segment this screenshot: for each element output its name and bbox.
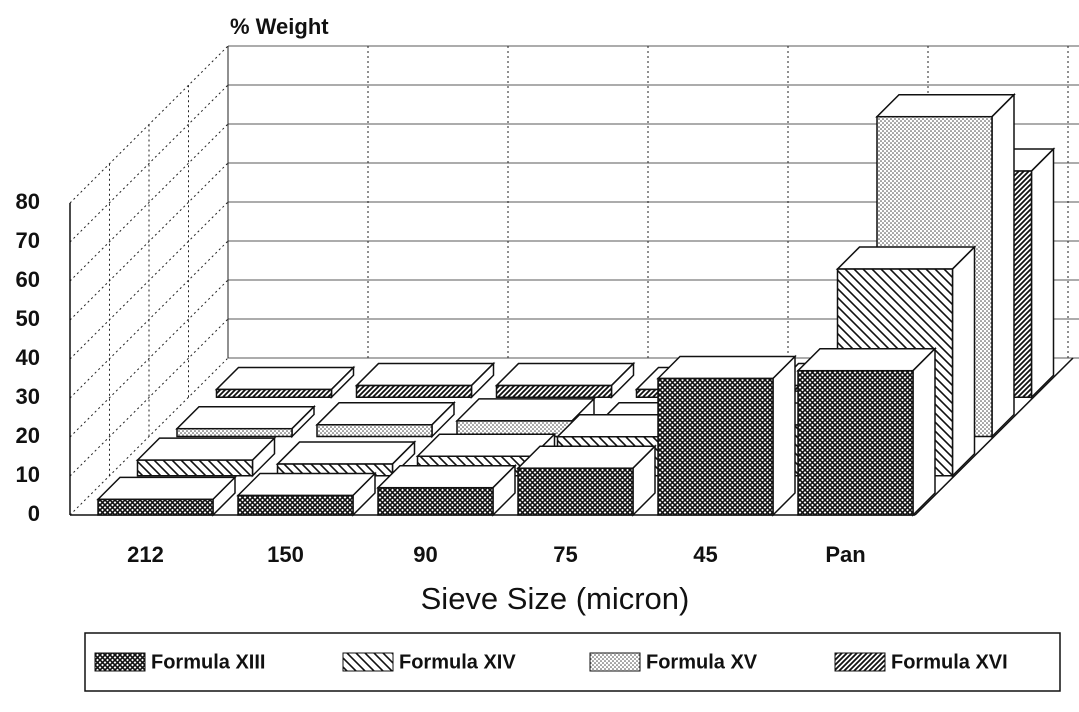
- bar-side: [912, 346, 936, 517]
- y-tick-label: 40: [16, 345, 40, 370]
- bar-top: [354, 362, 496, 387]
- bar: [237, 494, 354, 516]
- grid-line: [69, 123, 229, 282]
- bar: [176, 427, 293, 438]
- x-tick-label: Pan: [825, 542, 865, 567]
- floor-edge: [914, 357, 1074, 516]
- bar: [355, 384, 473, 398]
- bar: [97, 498, 214, 516]
- y-tick-label: 50: [16, 306, 40, 331]
- legend-label: Formula XIII: [151, 651, 265, 673]
- bar-top: [315, 402, 456, 426]
- bar: [495, 384, 613, 398]
- y-tick-label: 30: [16, 384, 40, 409]
- legend-label: Formula XVI: [891, 651, 1008, 673]
- bar-top: [455, 398, 596, 422]
- legend-swatch: [589, 652, 641, 672]
- y-tick-label: 70: [16, 228, 40, 253]
- legend-swatch: [834, 652, 886, 672]
- y-axis-label: % Weight: [230, 14, 329, 39]
- grid-line: [69, 318, 229, 477]
- y-tick-label: 20: [16, 423, 40, 448]
- grid-line: [69, 84, 229, 243]
- bar: [136, 459, 254, 477]
- bar-top: [96, 476, 237, 501]
- bar-top: [275, 441, 417, 465]
- bar-side: [951, 245, 976, 478]
- y-tick-label: 0: [28, 501, 40, 526]
- bar-top: [236, 472, 377, 497]
- x-axis-label: Sieve Size (micron): [421, 581, 690, 616]
- grid-line: [69, 279, 229, 438]
- legend-label: Formula XIV: [399, 651, 516, 673]
- bar: [797, 369, 914, 516]
- bar: [517, 467, 634, 516]
- bar: [215, 388, 333, 399]
- bar-top: [875, 93, 1016, 118]
- legend-box: [84, 632, 1061, 692]
- bar-top: [214, 366, 356, 391]
- bar-top: [135, 437, 277, 461]
- bar-top: [494, 362, 636, 387]
- bar-top: [656, 355, 797, 380]
- legend-swatch: [342, 652, 394, 672]
- bar: [316, 424, 433, 438]
- bar-side: [772, 354, 796, 517]
- bar-side: [1030, 147, 1055, 400]
- x-tick-label: 90: [413, 542, 437, 567]
- bar-top: [835, 246, 977, 270]
- y-tick-label: 10: [16, 462, 40, 487]
- x-tick-label: 75: [553, 542, 577, 567]
- bar: [377, 486, 494, 516]
- bar-side: [991, 92, 1015, 439]
- y-tick-label: 60: [16, 267, 40, 292]
- x-tick-label: 150: [267, 542, 304, 567]
- bar-top: [175, 405, 316, 430]
- y-tick-label: 80: [16, 189, 40, 214]
- bar-top: [796, 347, 937, 372]
- x-tick-label: 45: [693, 542, 717, 567]
- x-tick-label: 212: [127, 542, 164, 567]
- bar-top: [376, 464, 517, 489]
- legend-label: Formula XV: [646, 651, 758, 673]
- legend-swatch: [94, 652, 146, 672]
- bar: [657, 377, 774, 516]
- bar-top: [516, 445, 657, 469]
